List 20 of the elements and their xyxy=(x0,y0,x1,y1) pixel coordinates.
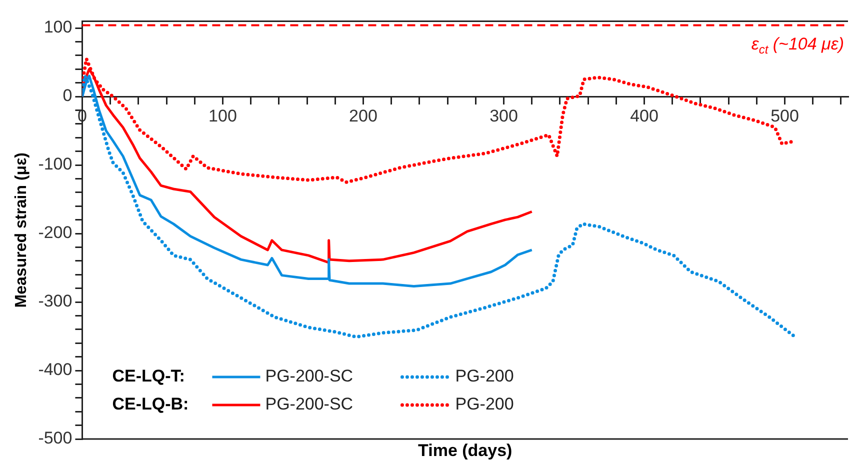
x-axis-title: Time (days) xyxy=(418,441,512,460)
y-tick-label: 100 xyxy=(44,18,72,37)
x-tick-label: 100 xyxy=(208,106,237,126)
legend-label: PG-200-SC xyxy=(265,394,354,414)
y-axis-title: Measured strain (με) xyxy=(13,152,30,308)
y-tick-label: -500 xyxy=(38,428,72,448)
y-tick-label: -200 xyxy=(38,223,72,242)
y-tick-label: -400 xyxy=(38,360,72,380)
legend-label: PG-200 xyxy=(455,394,514,414)
annotation: CE-LQ-T: xyxy=(112,366,185,386)
x-tick-label: 400 xyxy=(630,106,658,126)
x-tick-label: 200 xyxy=(349,106,378,126)
y-tick-label: -100 xyxy=(38,154,72,174)
y-tick-label: 0 xyxy=(62,86,72,106)
annotation: CE-LQ-B: xyxy=(112,394,189,414)
x-tick-label: 300 xyxy=(490,106,518,126)
y-tick-label: -300 xyxy=(38,292,72,311)
legend-label: PG-200 xyxy=(455,366,514,386)
legend-label: PG-200-SC xyxy=(265,366,354,386)
x-tick-label: 500 xyxy=(770,106,799,126)
